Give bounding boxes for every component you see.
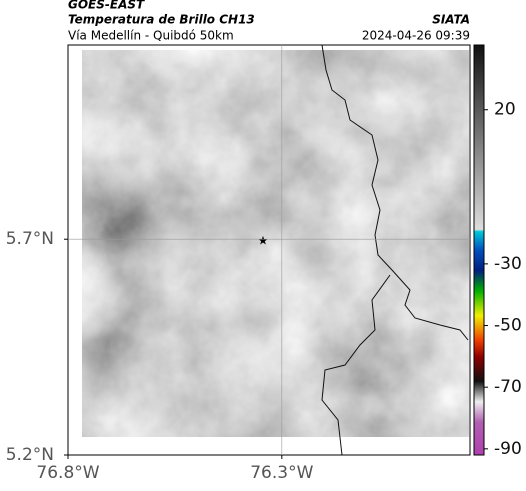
border	[321, 274, 391, 456]
colorbar	[473, 44, 485, 456]
map: ★	[67, 44, 471, 456]
y-tick-label: 5.7°N	[6, 229, 54, 249]
x-tick-label: 76.8°W	[36, 463, 99, 483]
subtitle: Temperatura de Brillo CH13	[68, 13, 255, 27]
border	[321, 44, 469, 341]
location-marker: ★	[258, 234, 269, 248]
colorbar-label: -30	[494, 254, 522, 274]
x-tick-label: 76.3°W	[250, 463, 313, 483]
y-tick-label: 5.2°N	[6, 445, 54, 465]
colorbar-label: -70	[494, 377, 522, 397]
title: GOES-EAST	[68, 0, 145, 12]
source: SIATA	[432, 13, 470, 27]
datetime: 2024-04-26 09:39	[362, 29, 470, 43]
colorbar-label: -90	[494, 439, 522, 459]
colorbar-label: -50	[494, 316, 522, 336]
map-frame	[67, 44, 471, 456]
colorbar-label: 20	[494, 100, 516, 120]
region: Vía Medellín - Quibdó 50km	[68, 29, 234, 43]
satellite-image	[82, 50, 469, 437]
